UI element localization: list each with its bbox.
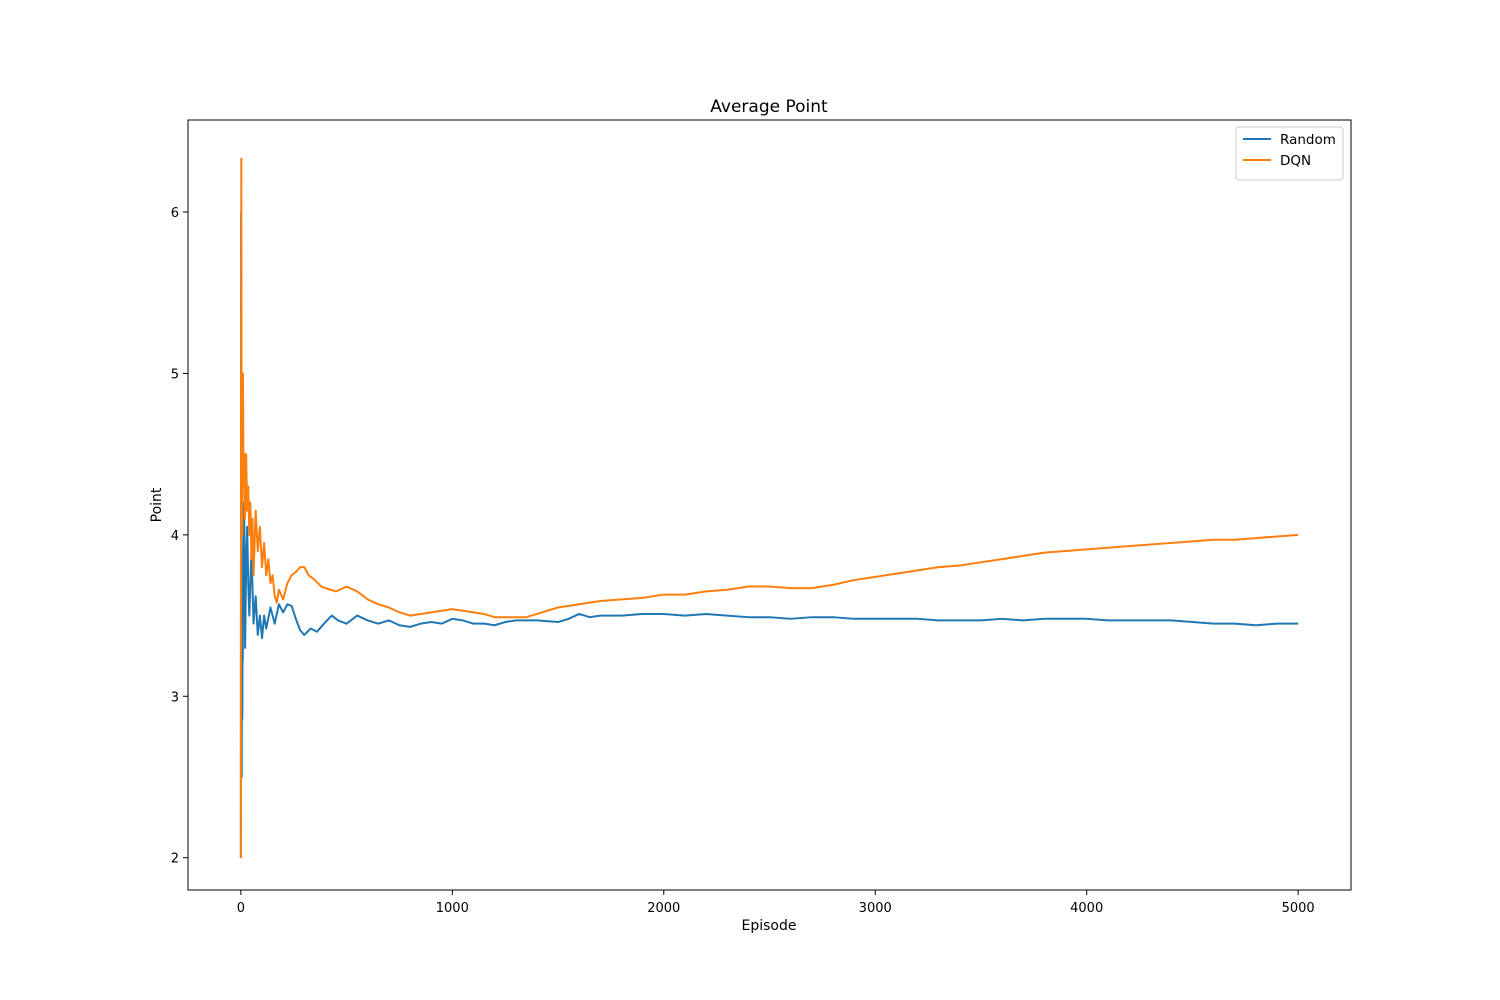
x-tick-label: 0: [237, 901, 245, 916]
x-tick-label: 5000: [1282, 901, 1315, 916]
x-tick-label: 1000: [436, 901, 469, 916]
y-axis: 2 3 4 5 6: [171, 206, 188, 867]
y-tick-label: 5: [171, 367, 179, 382]
x-axis-title: Episode: [742, 918, 797, 934]
plot-frame: [187, 119, 1352, 891]
legend: Random DQN: [1235, 126, 1344, 181]
legend-label-random: Random: [1280, 132, 1336, 148]
x-tick-label: 3000: [859, 901, 892, 916]
chart-title: Average Point: [710, 97, 828, 117]
y-tick-label: 2: [171, 852, 179, 867]
series-line-dqn: [239, 157, 1299, 858]
y-tick-label: 6: [171, 206, 179, 221]
legend-label-dqn: DQN: [1280, 153, 1311, 169]
x-axis: 0 1000 2000 3000 4000 5000: [237, 890, 1315, 916]
x-tick-label: 4000: [1070, 901, 1103, 916]
legend-box: [1235, 126, 1344, 181]
series-layer: [239, 157, 1299, 858]
y-axis-title: Point: [149, 487, 165, 522]
y-tick-label: 3: [171, 690, 179, 705]
series-line-random: [239, 211, 1299, 858]
y-tick-label: 4: [171, 529, 179, 544]
x-tick-label: 2000: [647, 901, 680, 916]
